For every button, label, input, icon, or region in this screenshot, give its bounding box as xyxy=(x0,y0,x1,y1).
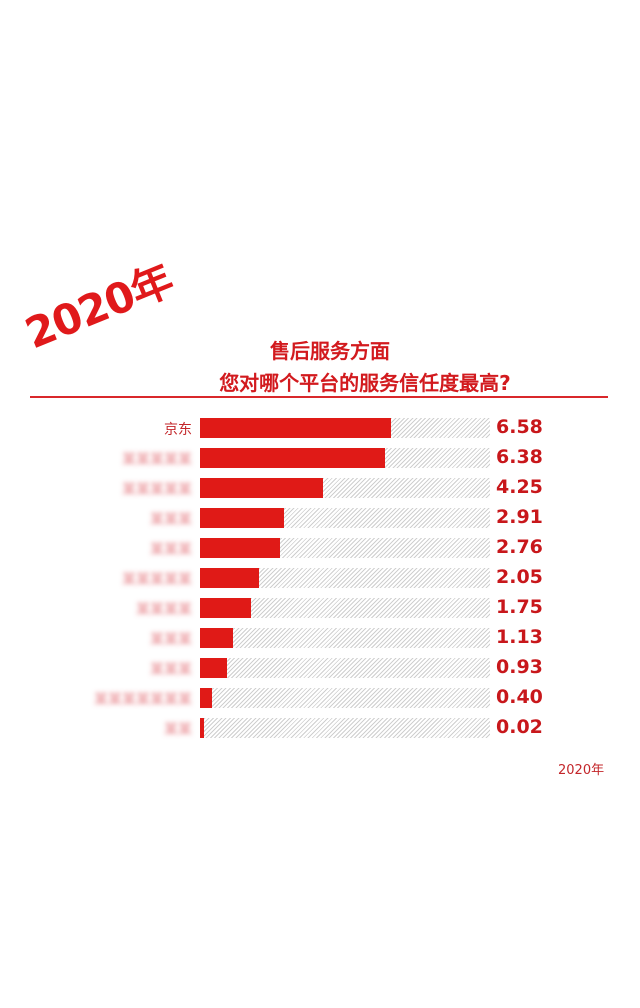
bar-track xyxy=(200,478,490,498)
bar-row: 某某某 2.91 xyxy=(0,506,640,532)
bar-row: 某某某某某某某 0.40 xyxy=(0,686,640,712)
chart-title-line1: 售后服务方面 xyxy=(270,339,390,363)
bar-value: 6.58 xyxy=(496,416,543,438)
bar-track xyxy=(200,538,490,558)
bar-row: 某某某某某 4.25 xyxy=(0,476,640,502)
bar-track xyxy=(200,658,490,678)
bar-fill xyxy=(200,718,205,738)
bar-value: 2.05 xyxy=(496,566,543,588)
bar-value: 2.76 xyxy=(496,536,543,558)
bar-value: 0.02 xyxy=(496,716,543,738)
title-divider xyxy=(30,396,608,398)
bar-value: 0.40 xyxy=(496,686,543,708)
bar-value: 6.38 xyxy=(496,446,543,468)
bar-value: 1.13 xyxy=(496,626,543,648)
bar-label: 某某某某 xyxy=(136,602,192,618)
bar-track xyxy=(200,418,490,438)
bar-label: 某某某某某某某 xyxy=(94,692,192,708)
bar-track xyxy=(200,508,490,528)
bar-value: 1.75 xyxy=(496,596,543,618)
bar-label: 某某某某某 xyxy=(122,482,192,498)
chart-title-line2: 您对哪个平台的服务信任度最高? xyxy=(219,371,511,395)
bar-label: 某某某某某 xyxy=(122,572,192,588)
bar-fill xyxy=(200,448,386,468)
bar-track xyxy=(200,718,490,738)
footer-year-note: 2020年 xyxy=(558,763,605,778)
bar-fill xyxy=(200,478,324,498)
bar-row: 某某某 2.76 xyxy=(0,536,640,562)
bar-track xyxy=(200,598,490,618)
bar-label: 京东 xyxy=(164,422,192,438)
bar-fill xyxy=(200,568,260,588)
bar-label: 某某某 xyxy=(150,662,192,678)
bar-row: 京东 6.58 xyxy=(0,416,640,442)
bar-fill xyxy=(200,418,391,438)
bar-fill xyxy=(200,658,227,678)
bar-fill xyxy=(200,538,281,558)
bar-track xyxy=(200,448,490,468)
bar-fill xyxy=(200,598,251,618)
bar-row: 某某某某某 2.05 xyxy=(0,566,640,592)
bar-label: 某某某某某 xyxy=(122,452,192,468)
bar-label: 某某某 xyxy=(150,542,192,558)
bar-row: 某某某某 1.75 xyxy=(0,596,640,622)
bar-fill xyxy=(200,628,233,648)
bar-track xyxy=(200,688,490,708)
bar-row: 某某某某某 6.38 xyxy=(0,446,640,472)
bar-track xyxy=(200,628,490,648)
bar-fill xyxy=(200,688,212,708)
bar-row: 某某某 0.93 xyxy=(0,656,640,682)
bar-value: 0.93 xyxy=(496,656,543,678)
bar-track xyxy=(200,568,490,588)
bar-label: 某某某 xyxy=(150,632,192,648)
bar-row: 某某某 1.13 xyxy=(0,626,640,652)
bar-fill xyxy=(200,508,285,528)
bar-label: 某某某 xyxy=(150,512,192,528)
bar-label: 某某 xyxy=(164,722,192,738)
bar-value: 2.91 xyxy=(496,506,543,528)
bar-value: 4.25 xyxy=(496,476,543,498)
bar-row: 某某 0.02 xyxy=(0,716,640,742)
